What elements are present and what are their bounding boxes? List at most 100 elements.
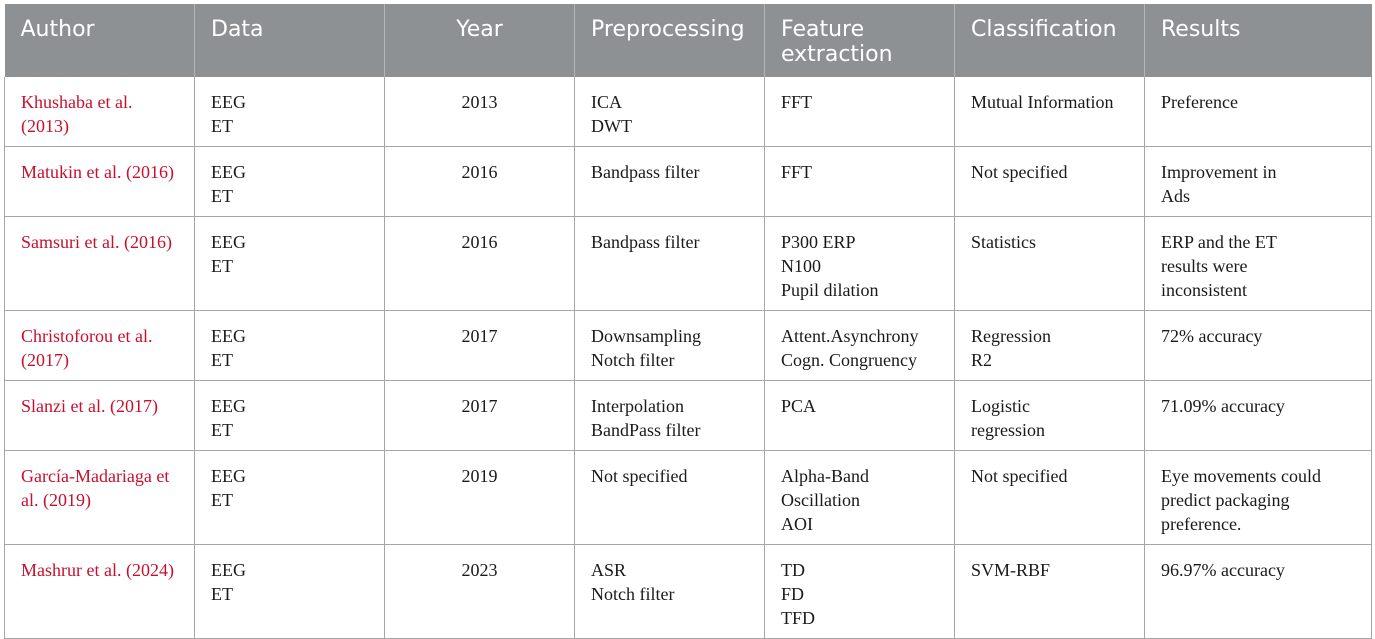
feature-item: Oscillation	[781, 490, 860, 510]
table-row: Slanzi et al. (2017) EEG ET 2017 Interpol…	[4, 380, 1372, 451]
classification-text: Logistic regression	[971, 396, 1045, 440]
data-item: EEG	[211, 162, 246, 182]
data-item: EEG	[211, 232, 246, 252]
year-cell: 2016	[384, 146, 575, 217]
author-cell: Matukin et al. (2016)	[4, 146, 195, 217]
data-item: EEG	[211, 326, 246, 346]
preprocessing-item: Interpolation	[591, 396, 684, 416]
classification-cell: Mutual Information	[954, 77, 1145, 147]
data-item: ET	[211, 584, 233, 604]
results-text: Improvement in Ads	[1161, 162, 1277, 206]
author-text: Khushaba et al. (2013)	[21, 92, 133, 136]
features-cell: Alpha-Band Oscillation AOI	[764, 450, 955, 545]
author-text: Christoforou et al. (2017)	[21, 326, 153, 370]
preprocessing-cell: Not specified	[574, 450, 765, 545]
results-text: Preference	[1161, 92, 1238, 112]
table-row: Samsuri et al. (2016) EEG ET 2016 Bandpas…	[4, 216, 1372, 311]
preprocessing-item: Downsampling	[591, 326, 701, 346]
results-cell: ERP and the ET results were inconsistent	[1144, 216, 1372, 311]
preprocessing-cell: ASR Notch filter	[574, 544, 765, 639]
feature-item: TFD	[781, 608, 816, 628]
preprocessing-item: Bandpass filter	[591, 162, 700, 182]
classification-cell: Logistic regression	[954, 380, 1145, 451]
results-cell: 71.09% accuracy	[1144, 380, 1372, 451]
results-cell: Eye movements could predict packaging pr…	[1144, 450, 1372, 545]
year-cell: 2017	[384, 380, 575, 451]
feature-item: TD	[781, 560, 805, 580]
classification-cell: SVM-RBF	[954, 544, 1145, 639]
feature-item: Alpha-Band	[781, 466, 869, 486]
features-cell: P300 ERP N100 Pupil dilation	[764, 216, 955, 311]
header-results: Results	[1144, 4, 1372, 77]
preprocessing-cell: Downsampling Notch filter	[574, 310, 765, 381]
feature-item: P300 ERP	[781, 232, 856, 252]
features-cell: Attent.Asynchrony Cogn. Congruency	[764, 310, 955, 381]
author-text: Slanzi et al. (2017)	[21, 396, 158, 416]
data-cell: EEG ET	[194, 216, 385, 311]
results-cell: 96.97% accuracy	[1144, 544, 1372, 639]
data-cell: EEG ET	[194, 544, 385, 639]
preprocessing-item: Bandpass filter	[591, 232, 700, 252]
data-item: ET	[211, 350, 233, 370]
author-text: Mashrur et al. (2024)	[21, 560, 174, 580]
year-cell: 2023	[384, 544, 575, 639]
feature-item: FFT	[781, 92, 813, 112]
data-cell: EEG ET	[194, 146, 385, 217]
author-text: Samsuri et al. (2016)	[21, 232, 172, 252]
year-cell: 2017	[384, 310, 575, 381]
results-text: 96.97% accuracy	[1161, 560, 1285, 580]
preprocessing-item: DWT	[591, 116, 632, 136]
classification-cell: Not specified	[954, 146, 1145, 217]
data-cell: EEG ET	[194, 450, 385, 545]
feature-item: Cogn. Congruency	[781, 350, 917, 370]
header-classification: Classification	[954, 4, 1145, 77]
author-cell: Mashrur et al. (2024)	[4, 544, 195, 639]
table-row: García-Madariaga et al. (2019) EEG ET 201…	[4, 450, 1372, 545]
feature-item: PCA	[781, 396, 817, 416]
data-item: ET	[211, 490, 233, 510]
preprocessing-item: Notch filter	[591, 584, 675, 604]
classification-cell: Statistics	[954, 216, 1145, 311]
author-text: Matukin et al. (2016)	[21, 162, 174, 182]
data-cell: EEG ET	[194, 77, 385, 147]
table-row: Christoforou et al. (2017) EEG ET 2017 Do…	[4, 310, 1372, 381]
header-year: Year	[384, 4, 575, 77]
preprocessing-item: BandPass filter	[591, 420, 701, 440]
author-cell: Christoforou et al. (2017)	[4, 310, 195, 381]
results-text: 71.09% accuracy	[1161, 396, 1285, 416]
preprocessing-cell: ICA DWT	[574, 77, 765, 147]
feature-item: Attent.Asynchrony	[781, 326, 919, 346]
author-cell: Khushaba et al. (2013)	[4, 77, 195, 147]
data-item: ET	[211, 116, 233, 136]
preprocessing-item: Not specified	[591, 466, 688, 486]
preprocessing-cell: Bandpass filter	[574, 146, 765, 217]
classification-text: Not specified	[971, 466, 1068, 486]
data-item: ET	[211, 256, 233, 276]
results-text: 72% accuracy	[1161, 326, 1263, 346]
data-item: EEG	[211, 466, 246, 486]
author-cell: Samsuri et al. (2016)	[4, 216, 195, 311]
data-item: EEG	[211, 396, 246, 416]
table-row: Khushaba et al. (2013) EEG ET 2013 ICA DWT…	[4, 77, 1372, 147]
classification-text: Regression R2	[971, 326, 1051, 370]
header-row: Author Data Year Preprocessing Feature e…	[4, 4, 1372, 77]
features-cell: FFT	[764, 146, 955, 217]
results-cell: Preference	[1144, 77, 1372, 147]
data-item: ET	[211, 420, 233, 440]
classification-cell: Regression R2	[954, 310, 1145, 381]
year-cell: 2019	[384, 450, 575, 545]
data-item: EEG	[211, 92, 246, 112]
table-body: Khushaba et al. (2013) EEG ET 2013 ICA DWT…	[4, 77, 1372, 639]
features-cell: FFT	[764, 77, 955, 147]
data-cell: EEG ET	[194, 380, 385, 451]
classification-text: SVM-RBF	[971, 560, 1051, 580]
data-cell: EEG ET	[194, 310, 385, 381]
results-cell: Improvement in Ads	[1144, 146, 1372, 217]
results-text: ERP and the ET results were inconsistent	[1161, 232, 1277, 300]
year-cell: 2016	[384, 216, 575, 311]
year-cell: 2013	[384, 77, 575, 147]
results-text: Eye movements could predict packaging pr…	[1161, 466, 1321, 534]
preprocessing-item: Notch filter	[591, 350, 675, 370]
literature-table: Author Data Year Preprocessing Feature e…	[4, 4, 1372, 639]
classification-text: Mutual Information	[971, 92, 1114, 112]
